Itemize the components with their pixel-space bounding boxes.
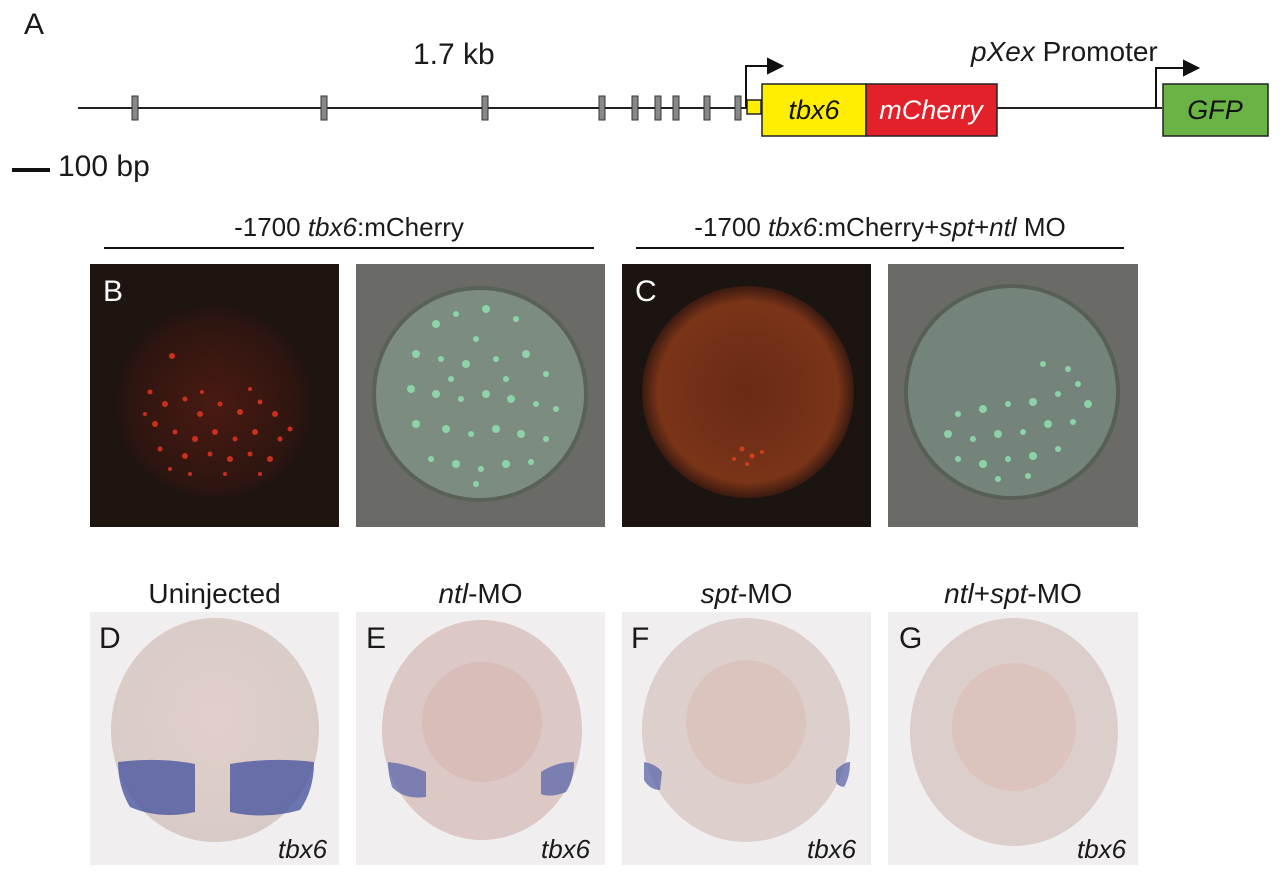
panel-e-gene: tbx6 xyxy=(541,834,591,864)
scale-label: 100 bp xyxy=(58,150,150,183)
title-e: ntl-MO xyxy=(438,578,523,609)
panel-g-image xyxy=(888,612,1138,865)
green-cells xyxy=(407,305,559,487)
panel-e-image xyxy=(356,612,605,865)
red-cells xyxy=(732,446,764,466)
tbx6-stain-left xyxy=(118,759,195,816)
title-g: ntl+spt-MO xyxy=(944,578,1082,609)
title-f: spt-MO xyxy=(700,578,793,609)
panel-f-image xyxy=(622,612,871,865)
panel-a-letter: A xyxy=(24,8,45,41)
panel-d-letter: D xyxy=(99,622,121,655)
panel-b-green-image xyxy=(356,264,605,527)
panel-g-gene: tbx6 xyxy=(1077,834,1127,864)
panel-c-red-image xyxy=(622,264,871,527)
tbx6-box xyxy=(761,83,867,137)
enhancer-marks xyxy=(131,95,742,121)
promoter-label: pXex Promoter xyxy=(971,36,1158,67)
gfp-box-label: GFP xyxy=(1187,95,1243,125)
utr-box xyxy=(746,99,762,115)
red-cells xyxy=(143,353,293,476)
panel-e-letter: E xyxy=(366,622,387,655)
panel-f-gene: tbx6 xyxy=(807,834,857,864)
mcherry-box xyxy=(865,83,998,137)
header-left-rule xyxy=(104,247,594,249)
tbx6-stain-left xyxy=(388,762,426,798)
panel-c-letter: C xyxy=(635,275,657,308)
panel-c-green-image xyxy=(888,264,1138,527)
panel-d-image xyxy=(90,612,339,865)
green-cells xyxy=(944,361,1092,482)
mcherry-box-label: mCherry xyxy=(879,95,984,125)
title-d: Uninjected xyxy=(148,578,281,609)
panel-f-letter: F xyxy=(631,622,650,655)
scale-bar xyxy=(12,168,50,172)
header-right-rule xyxy=(636,247,1124,249)
tbx6-box-label: tbx6 xyxy=(788,95,840,125)
pxex-promoter-arrow xyxy=(1155,59,1201,108)
tbx6-promoter-arrow xyxy=(745,57,785,108)
header-left: -1700 tbx6:mCherry xyxy=(234,212,464,242)
tbx6-stain-left xyxy=(644,762,662,790)
header-right: -1700 tbx6:mCherry+spt+ntl MO xyxy=(694,212,1066,242)
tbx6-stain-right xyxy=(836,762,850,787)
length-label: 1.7 kb xyxy=(413,38,495,71)
tbx6-stain-right xyxy=(541,762,574,796)
panel-b-red-image xyxy=(90,264,339,527)
construct-diagram: tbx6 mCherry GFP xyxy=(78,57,1269,137)
tbx6-stain-right xyxy=(230,759,314,816)
gfp-box xyxy=(1162,83,1269,137)
panel-d-gene: tbx6 xyxy=(278,834,328,864)
panel-b-letter: B xyxy=(103,275,124,308)
panel-g-letter: G xyxy=(899,622,923,655)
